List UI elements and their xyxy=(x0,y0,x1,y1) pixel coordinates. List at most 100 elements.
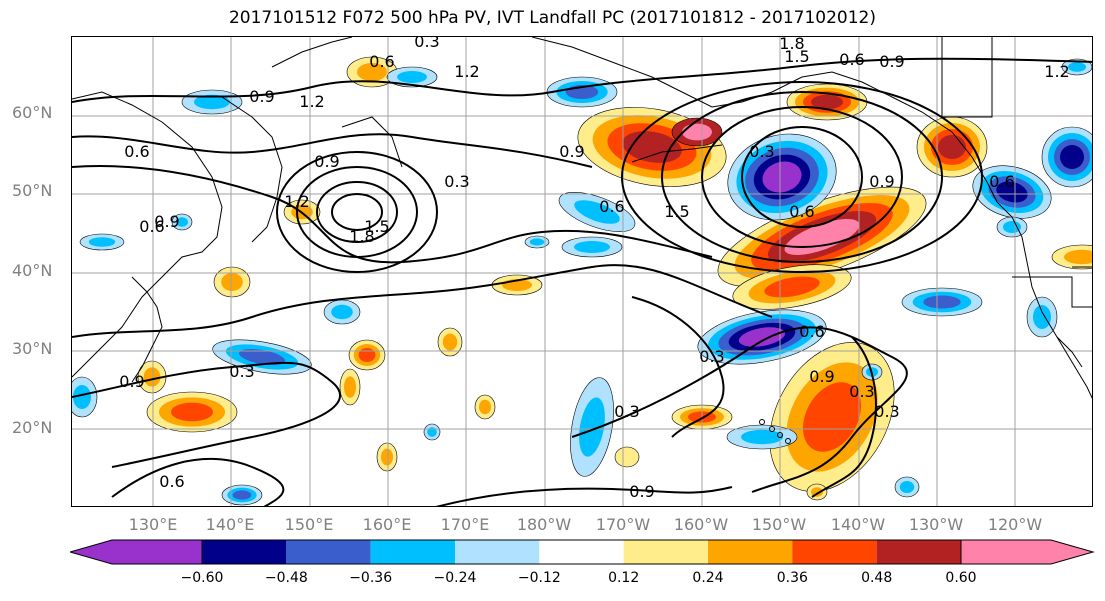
shading-level xyxy=(442,333,458,351)
shading-blob xyxy=(916,116,988,178)
island xyxy=(785,438,791,444)
shading-level xyxy=(238,349,286,365)
colorbar-segment xyxy=(623,540,708,564)
lon-tick-label: 140°E xyxy=(205,515,255,534)
pv-contour xyxy=(296,166,419,258)
contour-label: 0.9 xyxy=(809,367,834,386)
shading-level xyxy=(194,94,230,110)
shading-blob xyxy=(561,236,623,258)
pv-contour xyxy=(72,133,593,168)
coastline-segment xyxy=(341,116,403,168)
contour-label: 0.9 xyxy=(119,372,144,391)
contour-label: 1.2 xyxy=(454,62,479,81)
contour-label: 0.9 xyxy=(869,172,894,191)
contour-label: 0.9 xyxy=(879,52,904,71)
lat-tick-label: 40°N xyxy=(12,261,53,280)
contour-labels: 0.30.61.81.51.20.90.91.20.60.90.31.21.81… xyxy=(119,37,1069,501)
colorbar-tick-label: −0.12 xyxy=(517,570,561,586)
contour-label: 1.5 xyxy=(364,217,389,236)
shading-level xyxy=(143,367,161,387)
shading-level xyxy=(344,376,356,398)
colorbar-tick-label: 0.48 xyxy=(861,570,893,586)
map-panel: 0.3 0.6 1.8 1.5 1.2 0.9 0.9 1.2 0.6 0.9 0.3 1.2 1.8 1… xyxy=(71,36,1093,507)
colorbar-tick-label: −0.24 xyxy=(433,570,477,586)
pv-contour xyxy=(571,326,908,493)
lon-tick-label: 170°W xyxy=(595,515,651,534)
shading-blob xyxy=(212,339,312,375)
shading-blob xyxy=(732,264,852,310)
contour-label: 0.9 xyxy=(314,152,339,171)
pv-contour xyxy=(701,106,904,248)
contour-label: 0.6 xyxy=(139,217,164,236)
contour-label: 0.3 xyxy=(444,172,469,191)
shading-level xyxy=(427,427,437,437)
pv-contour xyxy=(72,165,713,264)
shading-level xyxy=(1068,62,1086,72)
shading-level xyxy=(357,63,387,81)
colorbar-segment xyxy=(286,540,371,564)
coastline-segment xyxy=(531,37,998,203)
coastline-segment xyxy=(221,96,283,243)
lon-tick-label: 180°W xyxy=(516,515,572,534)
contour-label: 0.3 xyxy=(614,402,639,421)
shading-level xyxy=(331,304,353,320)
pv-contour xyxy=(661,91,944,263)
colorbar-segment xyxy=(876,540,961,564)
shading-level xyxy=(741,429,783,445)
colorbar-segment xyxy=(539,540,624,564)
pv-contour xyxy=(72,361,341,468)
shading-blob xyxy=(474,394,496,420)
contour-label: 0.6 xyxy=(369,52,394,71)
lon-tick-label: 160°W xyxy=(673,515,729,534)
shading-blob xyxy=(213,266,251,298)
shading-level xyxy=(1003,221,1021,233)
contour-label: 0.6 xyxy=(124,142,149,161)
contour-label: 0.9 xyxy=(154,212,179,231)
graticule xyxy=(72,37,1092,506)
contour-label: 1.2 xyxy=(299,92,324,111)
shading-level xyxy=(996,181,1028,203)
colorbar-tick-label: 0.36 xyxy=(776,570,808,586)
contour-label: 0.3 xyxy=(849,382,874,401)
colorbar-outline xyxy=(201,539,962,565)
shading-level xyxy=(614,446,640,468)
shading-level xyxy=(171,402,213,422)
shading-level xyxy=(574,200,620,224)
contour-label: 0.9 xyxy=(559,142,584,161)
pv-contour xyxy=(111,458,285,506)
colorbar-segment xyxy=(455,540,540,564)
shading-blob xyxy=(137,360,167,394)
colorbar-segment xyxy=(202,540,287,564)
coastline-segment xyxy=(631,144,723,163)
shading-blob xyxy=(146,391,238,433)
shading-blob xyxy=(972,165,1052,219)
island xyxy=(777,432,783,438)
colorbar-segment xyxy=(792,540,877,564)
coastline-segment xyxy=(941,37,993,118)
colorbar-segment xyxy=(370,540,455,564)
shading-level xyxy=(923,295,961,309)
shading-blob xyxy=(524,235,550,249)
shading-level xyxy=(579,397,605,457)
contour-label: 0.3 xyxy=(414,37,439,51)
shading-level xyxy=(397,71,427,83)
contour-label: 0.3 xyxy=(699,347,724,366)
coastline-segment xyxy=(996,201,1092,399)
shading-level xyxy=(358,348,376,362)
shading-blob xyxy=(1026,296,1058,338)
shading-blob xyxy=(348,339,386,371)
shading-blob xyxy=(79,233,125,251)
contour-label: 0.6 xyxy=(799,322,824,341)
pv-contour xyxy=(621,81,984,273)
shading-level xyxy=(88,237,116,247)
contour-label: 0.3 xyxy=(874,402,899,421)
shading-level xyxy=(529,238,545,246)
colorbar xyxy=(70,539,1095,565)
shading-level xyxy=(381,448,393,466)
lon-tick-label: 160°E xyxy=(362,515,412,534)
shading-blob xyxy=(894,476,920,498)
contour-label: 1.5 xyxy=(784,47,809,66)
pv-contour xyxy=(72,57,1092,103)
shading-level xyxy=(574,241,610,253)
shading-blob xyxy=(171,213,193,231)
